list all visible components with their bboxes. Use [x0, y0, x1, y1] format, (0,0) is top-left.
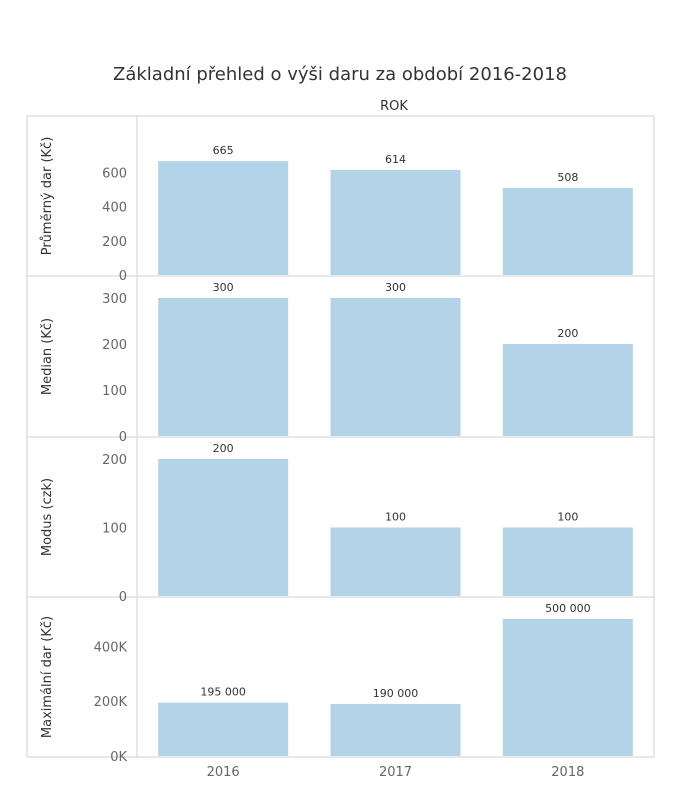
- bar: [330, 169, 461, 275]
- y-tick-label: 200: [102, 338, 127, 353]
- data-label: 200: [213, 442, 234, 455]
- data-label: 500 000: [545, 602, 591, 615]
- bar: [158, 298, 289, 436]
- data-label: 300: [213, 281, 234, 294]
- bar: [330, 703, 461, 756]
- y-axis-label: Median (Kč): [40, 318, 55, 395]
- bar: [502, 344, 633, 436]
- chart-title: Základní přehled o výši daru za období 2…: [113, 64, 567, 85]
- y-axis-label: Průměrný dar (Kč): [40, 137, 55, 256]
- y-tick-label: 0: [119, 430, 127, 445]
- x-tick-label: 2018: [551, 765, 584, 780]
- bar: [158, 702, 289, 756]
- y-axis-label: Modus (czk): [40, 478, 55, 556]
- bar: [502, 619, 633, 756]
- chart-panels: Průměrný dar (Kč) 0 200 400 600 665 614 508 Medi…: [26, 115, 655, 780]
- y-tick-label: 100: [102, 384, 127, 399]
- y-tick-label: 100: [102, 522, 127, 537]
- data-label: 508: [557, 171, 578, 184]
- y-tick-label: 0: [119, 269, 127, 284]
- data-label: 665: [213, 144, 234, 157]
- y-tick-label: 300: [102, 292, 127, 307]
- x-tick-label: 2017: [379, 765, 412, 780]
- bar: [502, 527, 633, 596]
- y-tick-label: 0K: [110, 750, 127, 765]
- data-label: 200: [557, 327, 578, 340]
- y-tick-label: 0: [119, 590, 127, 605]
- bar: [158, 459, 289, 596]
- bar: [330, 298, 461, 436]
- data-label: 195 000: [200, 686, 246, 699]
- bar: [158, 161, 289, 275]
- y-tick-label: 200K: [94, 695, 128, 710]
- y-tick-label: 400K: [94, 640, 128, 655]
- panel-1: Průměrný dar (Kč) 0 200 400 600 665 614 508: [40, 137, 633, 284]
- data-label: 300: [385, 281, 406, 294]
- x-tick-label: 2016: [207, 765, 240, 780]
- column-header: ROK: [380, 99, 408, 114]
- bar: [330, 527, 461, 596]
- panel-2: Median (Kč) 0 100 200 300 300 300 200: [40, 281, 633, 445]
- panel-3: Modus (czk) 0 100 200 200 100 100: [40, 442, 633, 605]
- y-tick-label: 400: [102, 201, 127, 216]
- data-label: 100: [557, 511, 578, 524]
- y-axis-label: Maximální dar (Kč): [40, 616, 55, 738]
- data-label: 100: [385, 511, 406, 524]
- y-tick-label: 200: [102, 235, 127, 250]
- data-label: 614: [385, 153, 406, 166]
- data-label: 190 000: [373, 687, 419, 700]
- bar: [502, 188, 633, 275]
- panel-4: Maximální dar (Kč) 0K 200K 400K 195 000 190 0…: [40, 602, 633, 765]
- y-tick-label: 600: [102, 166, 127, 181]
- y-tick-label: 200: [102, 453, 127, 468]
